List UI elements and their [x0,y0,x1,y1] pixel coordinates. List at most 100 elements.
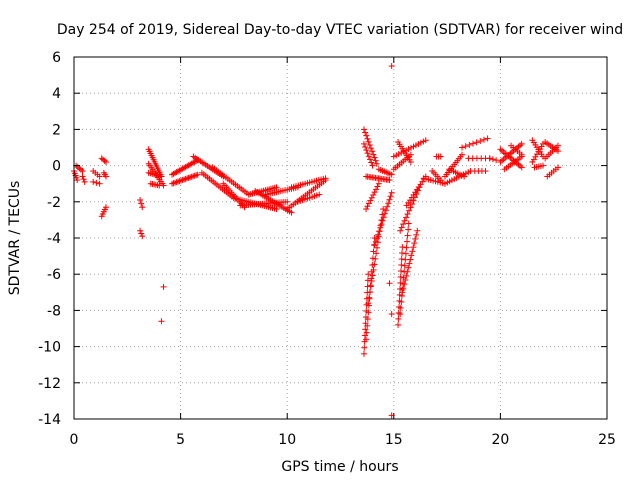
data-point [373,250,380,257]
data-point [273,206,280,213]
data-point [411,240,418,247]
x-tick-label: 25 [598,432,616,448]
data-point [96,180,103,187]
x-tick-label: 20 [491,432,509,448]
data-point [360,126,367,133]
grid [74,57,607,419]
data-point [397,311,404,318]
data-point [362,129,369,136]
data-point [407,158,414,165]
data-point [388,311,395,318]
data-point [184,175,191,182]
y-tick-labels: 6 4 2 0 -2 -4 -6 -8 -10 -12 -14 [38,50,61,428]
data-point [77,166,84,173]
data-point [399,244,406,251]
y-tick-label: -12 [38,376,61,392]
data-point [160,283,167,290]
data-point [74,163,81,170]
data-point [477,138,484,145]
data-point [138,200,145,207]
data-point [365,138,372,145]
data-point [385,200,392,207]
data-point [384,203,391,210]
data-point [397,273,404,280]
data-point [138,230,145,237]
data-point [365,153,372,160]
data-point [518,151,525,158]
data-point [139,233,146,240]
data-point [370,266,377,273]
plot-frame [73,56,608,420]
data-point [139,204,146,211]
data-point [386,177,393,184]
data-point [407,204,414,211]
data-point [367,156,374,163]
data-point [554,148,561,155]
data-point [360,140,367,147]
data-point [81,178,88,185]
data-point [367,145,374,152]
data-point [368,159,375,166]
data-point [372,238,379,245]
data-point [403,214,410,221]
data-point [414,227,421,234]
y-tick-label: 6 [52,50,61,66]
data-point [366,294,373,301]
data-point [422,137,429,144]
data-point [480,136,487,143]
data-point [386,196,393,203]
data-point [90,178,97,185]
y-tick-label: -8 [47,303,61,319]
data-point [185,174,192,181]
data-point [397,227,404,234]
data-point [484,135,491,142]
data-point [365,300,372,307]
data-point [382,207,389,214]
y-tick-label: -6 [47,267,61,283]
data-point [370,191,377,198]
data-point [395,315,402,322]
data-point [158,318,165,325]
data-point [410,197,417,204]
y-tick-label: 4 [52,86,61,102]
data-point [413,231,420,238]
y-tick-label: -14 [38,412,61,428]
data-point [363,206,370,213]
data-point [364,150,371,157]
data-point [401,217,408,224]
x-tick-label: 0 [70,432,79,448]
data-points [71,63,561,419]
data-point [404,268,411,275]
data-point [473,139,480,146]
data-point [437,153,444,160]
data-point [459,144,466,151]
data-point [373,160,380,167]
data-point [365,200,372,207]
data-point [379,217,386,224]
data-point [362,326,369,333]
data-point [102,204,109,211]
data-point [173,179,180,186]
x-tick-label: 10 [278,432,296,448]
data-point [466,141,473,148]
data-point [518,164,525,171]
data-point [363,132,370,139]
data-point [404,232,411,239]
data-point [398,262,405,269]
data-point [364,316,371,323]
data-point [373,186,380,193]
data-point [395,321,402,328]
x-axis-label: GPS time / hours [281,459,398,475]
data-point [361,344,368,351]
data-point [489,156,496,163]
data-point [482,168,489,175]
data-point [371,242,378,249]
data-point [190,173,197,180]
data-point [405,264,412,271]
data-point [398,267,405,274]
data-point [518,140,525,147]
data-point [399,250,405,257]
data-point [366,289,373,296]
data-point [364,135,371,142]
data-point [365,309,372,316]
